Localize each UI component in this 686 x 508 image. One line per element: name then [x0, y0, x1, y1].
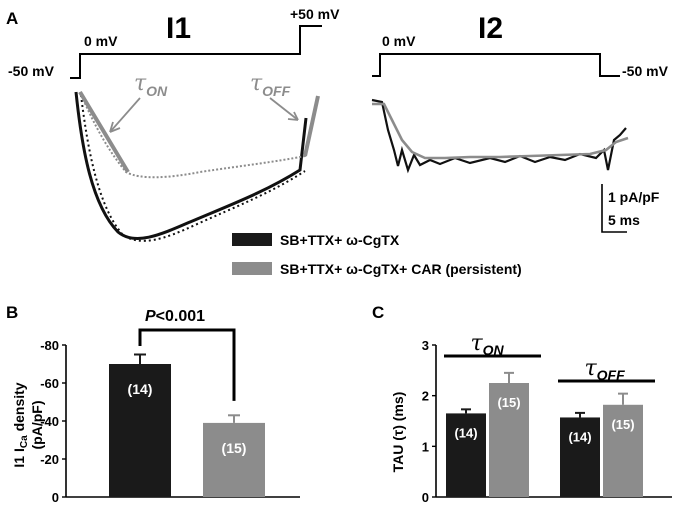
panel-b-y-tick-label: -80 [40, 338, 59, 353]
i2-voltage-protocol [372, 53, 620, 77]
panel-c-bar [560, 417, 600, 497]
i1-voltage-protocol [70, 25, 322, 79]
i1-black-trace [74, 91, 308, 242]
i1-title: I1 [166, 12, 191, 45]
legend-label-car: SB+TTX+ ω-CgTX+ CAR (persistent) [280, 261, 522, 277]
tau-off-arrow [269, 97, 299, 121]
i2-end-voltage-label: -50 mV [622, 63, 669, 79]
panel-b-significance-bracket [138, 328, 236, 401]
tau-off-label: τOFF [250, 71, 291, 99]
panel-c-y-tick-label: 2 [422, 389, 429, 404]
panel-a-letter: A [6, 9, 18, 28]
panel-c-bar [446, 413, 486, 497]
panel-c-letter: C [372, 303, 384, 322]
panel-b-n-label: (15) [222, 440, 247, 456]
i1-step-voltage-label: 0 mV [84, 33, 118, 49]
panel-b-chart: 0 -20 -40 -60 -80 (14) (15) P<0.001 [40, 308, 300, 505]
panel-c-ylabel: TAU (τ) (ms) [390, 392, 406, 473]
i2-title: I2 [478, 12, 503, 45]
i1-gray-trace [78, 90, 320, 179]
panel-b-ylabel: I1 ICa density [11, 382, 30, 467]
panel-c-group-label: τOFF [585, 356, 626, 383]
panel-b-y-tick-label: 0 [52, 490, 59, 505]
panel-b-bar [203, 422, 265, 497]
panel-c-y-tick-label: 0 [422, 490, 429, 505]
panel-c-n-label: (14) [454, 425, 477, 440]
legend-label-control: SB+TTX+ ω-CgTX [280, 232, 400, 248]
legend: SB+TTX+ ω-CgTX SB+TTX+ ω-CgTX+ CAR (pers… [232, 232, 522, 277]
panel-c-y-tick-label: 1 [422, 439, 429, 454]
scale-bar [601, 184, 627, 233]
panel-b-y-tick-label: -40 [40, 414, 59, 429]
panel-c-y-tick-label: 3 [422, 338, 429, 353]
panel-c-n-label: (15) [611, 417, 634, 432]
i2-gray-trace [372, 102, 629, 160]
panel-c-n-label: (15) [497, 395, 520, 410]
panel-c-chart: 0 1 2 3 (14) (15) τON (14) (15) τOFF [422, 331, 672, 505]
panel-c-n-label: (14) [568, 429, 591, 444]
tau-on-arrow [109, 97, 141, 133]
panel-b-y-tick-label: -20 [40, 452, 59, 467]
panel-b-significance-label: P<0.001 [145, 308, 205, 325]
panel-b-ylabel-units: (pA/pF) [29, 401, 45, 450]
panel-c-bar [489, 383, 529, 497]
i1-post-voltage-label: +50 mV [290, 6, 340, 22]
panel-b-y-tick-label: -60 [40, 376, 59, 391]
panel-b-bar [109, 364, 171, 497]
legend-swatch-control [232, 233, 272, 246]
i2-black-trace [371, 98, 627, 174]
panel-c-group-label: τON [471, 331, 505, 358]
tau-on-label: τON [134, 71, 168, 99]
legend-swatch-car [232, 262, 272, 275]
panel-b-n-label: (14) [128, 381, 153, 397]
i1-holding-voltage-label: -50 mV [8, 63, 55, 79]
panel-b-letter: B [6, 303, 18, 322]
scale-current-label: 1 pA/pF [608, 189, 660, 205]
panel-c-bar [603, 404, 643, 497]
scale-time-label: 5 ms [608, 212, 640, 228]
i2-step-voltage-label: 0 mV [382, 33, 416, 49]
